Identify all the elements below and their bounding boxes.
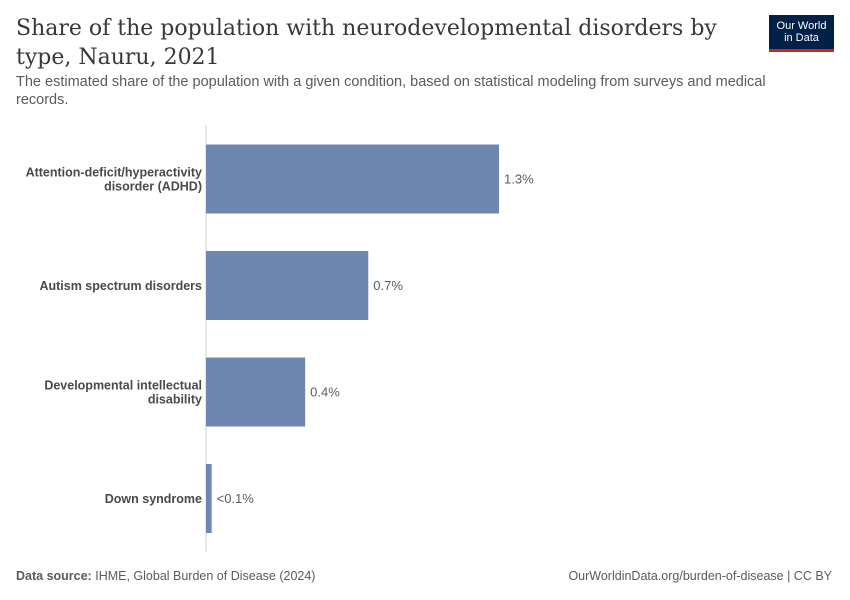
logo-line-2: in Data: [784, 32, 819, 44]
category-label-line: Attention-deficit/hyperactivity: [26, 166, 202, 180]
bar[interactable]: [206, 464, 212, 533]
data-source: Data source: IHME, Global Burden of Dise…: [16, 569, 315, 583]
category-label-line: Developmental intellectual: [44, 379, 202, 393]
category-label-line: Down syndrome: [105, 492, 202, 506]
category-label: Autism spectrum disorders: [39, 279, 202, 293]
owid-logo[interactable]: Our World in Data: [769, 15, 834, 52]
category-label-line: disability: [148, 393, 202, 407]
category-label: Down syndrome: [105, 492, 202, 506]
value-label: 1.3%: [504, 172, 534, 187]
data-source-text[interactable]: IHME, Global Burden of Disease (2024): [95, 569, 316, 583]
data-source-label: Data source:: [16, 569, 92, 583]
footer-url[interactable]: OurWorldinData.org/burden-of-disease | C…: [568, 569, 832, 583]
bar[interactable]: [206, 357, 306, 427]
category-label-line: disorder (ADHD): [104, 180, 202, 194]
logo-line-1: Our World: [776, 20, 827, 32]
category-label: Developmental intellectual disability: [44, 379, 202, 407]
category-label-line: Autism spectrum disorders: [39, 279, 202, 293]
chart-subtitle: The estimated share of the population wi…: [16, 74, 766, 108]
category-label: Attention-deficit/hyperactivity disorder …: [26, 166, 202, 194]
value-label: 0.7%: [373, 278, 403, 293]
chart-title: Share of the population with neurodevelo…: [16, 16, 717, 70]
value-label: 0.4%: [310, 385, 340, 400]
bar[interactable]: [206, 144, 499, 214]
value-label: <0.1%: [217, 491, 255, 506]
bar[interactable]: [206, 251, 369, 320]
